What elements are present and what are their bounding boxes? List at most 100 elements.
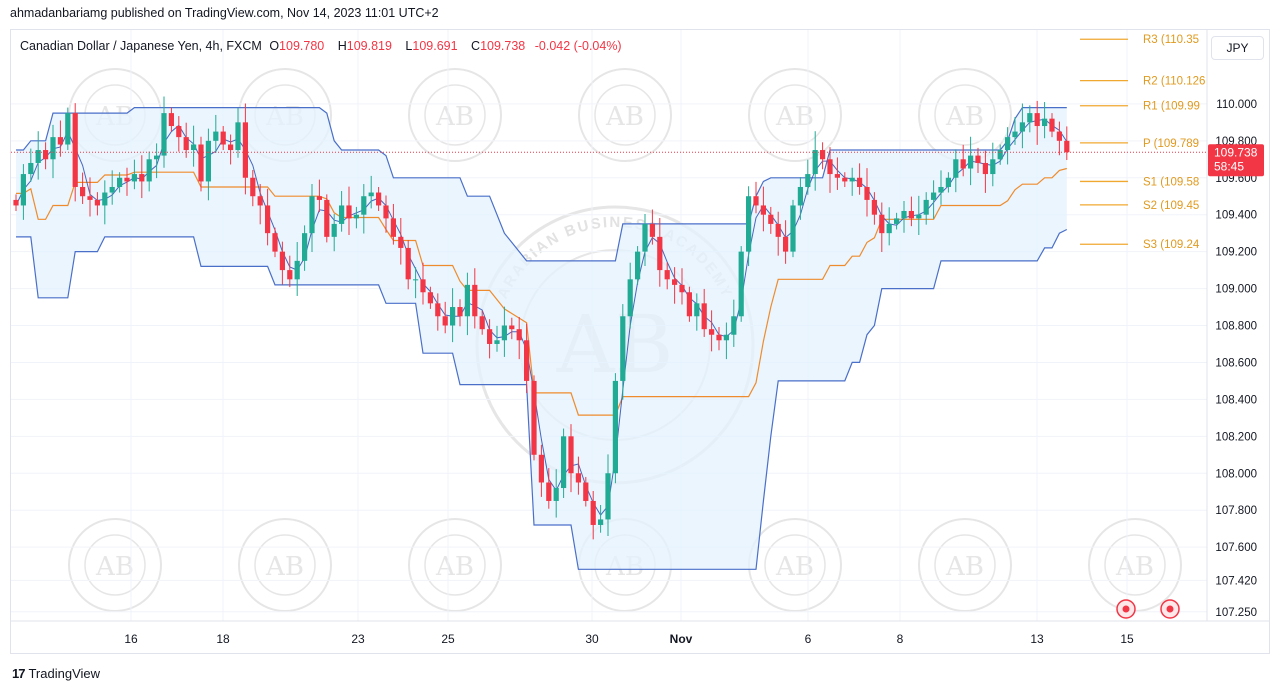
candle: [368, 175, 374, 209]
candle: [783, 220, 789, 264]
price-tick-label: 108.200: [1215, 431, 1257, 443]
candle-body: [420, 279, 426, 293]
high-key: H: [337, 39, 347, 53]
candle-body: [694, 303, 700, 317]
candle-body: [109, 186, 115, 193]
candle-body: [368, 192, 374, 197]
candle-body: [871, 199, 877, 215]
price-tick-label: 107.600: [1215, 542, 1257, 554]
candle-body: [35, 150, 41, 163]
candle-body: [664, 270, 670, 280]
candle: [43, 142, 49, 170]
candle-body: [272, 233, 278, 252]
candle-body: [464, 284, 470, 317]
currency-button[interactable]: JPY: [1211, 36, 1264, 60]
candle: [916, 195, 922, 236]
candle: [997, 144, 1003, 165]
candle-body: [968, 155, 974, 169]
low-key: L: [405, 39, 413, 53]
candle-body: [723, 334, 729, 341]
event-markers[interactable]: [1116, 599, 1180, 619]
candle-body: [161, 113, 167, 156]
candle-body: [324, 199, 330, 237]
candle: [679, 268, 685, 305]
candle: [287, 255, 293, 288]
candle-body: [168, 113, 174, 127]
published-by-line: ahmadanbariamg published on TradingView.…: [10, 6, 439, 20]
candle: [820, 142, 826, 170]
candle-body: [642, 223, 648, 252]
mid-line: [16, 167, 1067, 416]
candle: [176, 116, 182, 152]
price-tag-value: 109.738: [1214, 145, 1258, 159]
candle-body: [1056, 131, 1062, 141]
candles[interactable]: [13, 96, 1070, 540]
tradingview-logo[interactable]: 17 TradingView: [12, 666, 100, 681]
candle: [35, 131, 41, 180]
candle-body: [768, 214, 774, 224]
event-flag-icon: [1116, 599, 1136, 619]
candle-body: [309, 196, 315, 234]
watermark-initials: AB: [435, 102, 474, 132]
candle: [487, 319, 493, 359]
candle-body: [1005, 137, 1011, 151]
candle: [768, 206, 774, 234]
candle: [442, 301, 448, 334]
price-tick-label: 109.000: [1215, 284, 1257, 296]
candle-body: [191, 144, 197, 151]
price-tick-label: 109.200: [1215, 247, 1257, 259]
candle-body: [820, 150, 826, 160]
candle: [109, 170, 115, 205]
candle: [516, 317, 522, 360]
candle-body: [990, 159, 996, 175]
candle: [575, 456, 581, 495]
candle: [561, 428, 567, 498]
candle: [1056, 121, 1062, 156]
candle: [834, 157, 840, 190]
candle-body: [849, 177, 855, 182]
time-tick-label: 18: [216, 632, 230, 646]
candle-body: [494, 340, 500, 344]
watermark-seal: AB: [238, 518, 332, 612]
pivot-levels: R3 (110.35 R2 (110.126 R1 (109.99 P (109.78…: [11, 34, 1207, 251]
candle: [235, 107, 241, 158]
candle: [205, 128, 211, 201]
candle: [627, 262, 633, 329]
candle: [635, 246, 641, 285]
candle-body: [894, 218, 900, 224]
watermark-seal: AB: [408, 68, 502, 162]
candle: [302, 225, 308, 271]
candle: [923, 192, 929, 225]
candle: [139, 155, 145, 199]
candle: [945, 172, 951, 193]
candle: [220, 126, 226, 151]
price-axis[interactable]: 110.000109.800109.600109.400109.200109.0…: [1215, 99, 1257, 619]
time-axis[interactable]: 16 18 23 25 30 Nov 6 8 13 15: [124, 632, 1134, 646]
candle: [450, 288, 456, 343]
candle-body: [442, 316, 448, 326]
candle: [464, 272, 470, 336]
candle-body: [805, 174, 811, 187]
watermark-seal: AB: [748, 518, 842, 612]
candle: [509, 317, 515, 340]
tradingview-logo-icon: 17: [12, 666, 26, 681]
candle: [716, 326, 722, 351]
candle-body: [413, 279, 419, 281]
candle-body: [916, 214, 922, 219]
candle: [701, 288, 707, 337]
candle: [309, 184, 315, 252]
upper-band: [16, 107, 1067, 262]
candle-body: [265, 205, 271, 234]
close-value: 109.738: [480, 39, 526, 53]
candle: [524, 323, 530, 394]
candle: [879, 202, 885, 252]
candle-body: [87, 196, 93, 200]
pivot-label: R1 (109.99: [1143, 101, 1200, 113]
candle: [1042, 102, 1048, 139]
candle-body: [198, 144, 204, 182]
candle: [538, 444, 544, 497]
watermark-initials: AB: [265, 552, 304, 582]
candle-body: [686, 292, 692, 317]
candle-body: [1034, 113, 1040, 127]
